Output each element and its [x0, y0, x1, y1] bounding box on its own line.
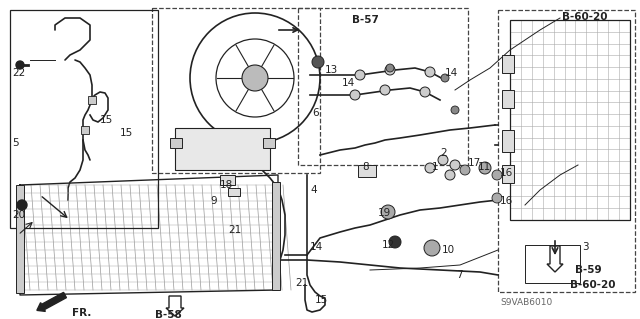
Circle shape	[445, 170, 455, 180]
Circle shape	[450, 160, 460, 170]
Circle shape	[492, 193, 502, 203]
Text: 22: 22	[12, 68, 25, 78]
Circle shape	[441, 74, 449, 82]
Circle shape	[425, 67, 435, 77]
Bar	[502, 90, 514, 108]
Text: B-60-20: B-60-20	[562, 12, 607, 22]
Circle shape	[389, 236, 401, 248]
Text: 11: 11	[478, 162, 492, 172]
Circle shape	[242, 65, 268, 91]
Bar	[263, 138, 275, 148]
Text: FR.: FR.	[72, 308, 92, 318]
Text: 14: 14	[342, 78, 355, 88]
Text: S9VAB6010: S9VAB6010	[500, 298, 552, 307]
Text: 20: 20	[12, 210, 25, 220]
Bar	[358, 165, 376, 177]
Text: B-60-20: B-60-20	[570, 280, 616, 290]
Bar	[220, 175, 235, 185]
Circle shape	[460, 165, 470, 175]
Circle shape	[385, 65, 395, 75]
Circle shape	[386, 64, 394, 72]
Text: B-59: B-59	[575, 265, 602, 275]
Text: 9: 9	[210, 196, 216, 206]
Text: 4: 4	[310, 185, 317, 195]
Text: 3: 3	[582, 242, 589, 252]
Bar	[498, 10, 635, 292]
Text: 15: 15	[315, 295, 328, 305]
Text: 19: 19	[378, 208, 391, 218]
Circle shape	[312, 56, 324, 68]
Text: B-58: B-58	[155, 310, 182, 319]
Text: 17: 17	[468, 158, 481, 168]
Text: 1: 1	[432, 162, 438, 172]
Bar	[298, 8, 468, 165]
Bar	[525, 245, 580, 283]
Bar	[81, 126, 89, 134]
Bar	[502, 55, 514, 73]
Text: 10: 10	[442, 245, 455, 255]
Bar	[10, 10, 158, 228]
Circle shape	[492, 170, 502, 180]
Circle shape	[420, 87, 430, 97]
Circle shape	[380, 85, 390, 95]
Bar	[502, 130, 514, 152]
Bar	[16, 185, 24, 293]
Text: 18: 18	[220, 180, 233, 190]
Text: 6: 6	[312, 108, 319, 118]
Circle shape	[350, 90, 360, 100]
Polygon shape	[20, 175, 278, 295]
Circle shape	[381, 205, 395, 219]
Circle shape	[438, 155, 448, 165]
Text: 7: 7	[456, 270, 463, 280]
Circle shape	[355, 70, 365, 80]
Text: 15: 15	[100, 115, 113, 125]
Text: B-57: B-57	[352, 15, 379, 25]
Bar	[502, 165, 514, 183]
Bar	[88, 96, 96, 104]
Circle shape	[425, 163, 435, 173]
Circle shape	[424, 240, 440, 256]
FancyArrow shape	[37, 293, 67, 311]
Bar	[170, 138, 182, 148]
Text: 16: 16	[500, 168, 513, 178]
Circle shape	[479, 162, 491, 174]
Bar	[272, 182, 280, 290]
Text: 16: 16	[500, 196, 513, 206]
Text: 14: 14	[310, 242, 323, 252]
Text: 8: 8	[362, 162, 369, 172]
Text: 12: 12	[382, 240, 396, 250]
Circle shape	[16, 61, 24, 69]
Text: 14: 14	[445, 68, 458, 78]
Circle shape	[451, 106, 459, 114]
Text: 2: 2	[440, 148, 447, 158]
Text: 15: 15	[120, 128, 133, 138]
Text: 5: 5	[12, 138, 19, 148]
Bar	[175, 128, 270, 170]
Text: 13: 13	[325, 65, 339, 75]
Bar	[152, 8, 320, 173]
Text: 21: 21	[295, 278, 308, 288]
Bar	[228, 188, 240, 196]
Circle shape	[17, 200, 27, 210]
Text: 21: 21	[228, 225, 241, 235]
Bar	[510, 20, 630, 220]
